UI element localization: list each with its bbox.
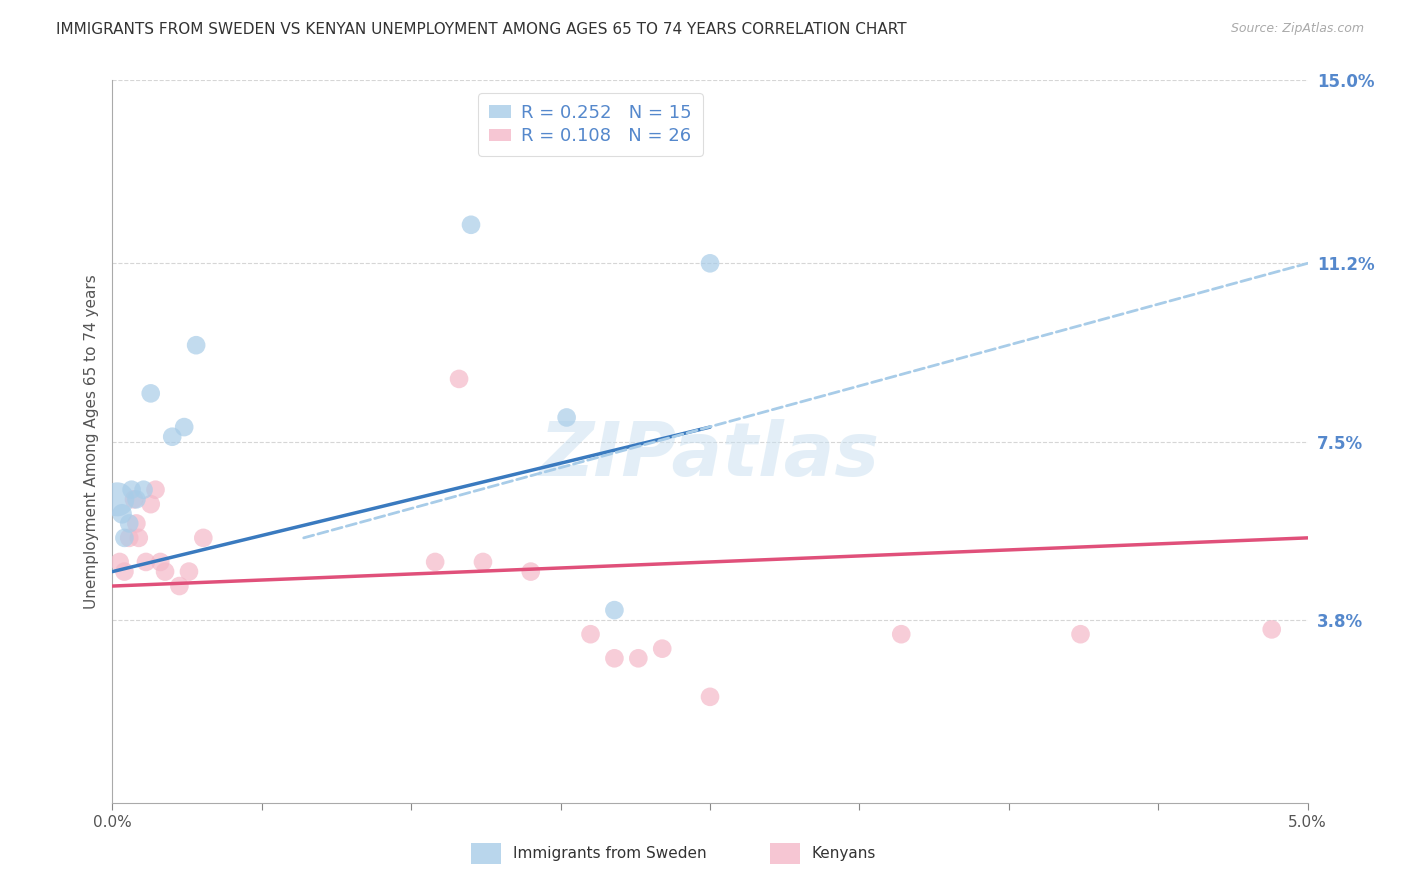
Point	[1261, 623, 1284, 637]
Point	[149, 555, 172, 569]
Point	[114, 531, 135, 545]
Point	[153, 565, 176, 579]
Text: Kenyans: Kenyans	[811, 846, 876, 861]
Point	[128, 531, 150, 545]
Point	[579, 627, 602, 641]
Point	[603, 603, 626, 617]
Point	[111, 507, 134, 521]
Text: IMMIGRANTS FROM SWEDEN VS KENYAN UNEMPLOYMENT AMONG AGES 65 TO 74 YEARS CORRELAT: IMMIGRANTS FROM SWEDEN VS KENYAN UNEMPLO…	[56, 22, 907, 37]
Point	[125, 492, 148, 507]
Point	[186, 338, 208, 352]
Point	[651, 641, 673, 656]
Point	[135, 555, 157, 569]
Point	[125, 516, 148, 531]
Point	[890, 627, 912, 641]
Point	[139, 386, 162, 401]
Point	[472, 555, 495, 569]
Point	[1069, 627, 1091, 641]
Point	[162, 430, 183, 444]
Point	[121, 483, 143, 497]
Point	[114, 565, 135, 579]
Point	[193, 531, 215, 545]
Y-axis label: Unemployment Among Ages 65 to 74 years: Unemployment Among Ages 65 to 74 years	[83, 274, 98, 609]
Point	[520, 565, 543, 579]
Point	[139, 497, 162, 511]
Point	[105, 492, 128, 507]
Text: Source: ZipAtlas.com: Source: ZipAtlas.com	[1230, 22, 1364, 36]
Text: ZIPatlas: ZIPatlas	[540, 419, 880, 492]
FancyBboxPatch shape	[471, 843, 501, 864]
Point	[145, 483, 167, 497]
Legend: R = 0.252   N = 15, R = 0.108   N = 26: R = 0.252 N = 15, R = 0.108 N = 26	[478, 93, 703, 156]
Point	[449, 372, 471, 386]
Point	[122, 492, 145, 507]
Point	[627, 651, 650, 665]
Point	[118, 516, 141, 531]
Point	[169, 579, 191, 593]
Point	[108, 555, 131, 569]
Point	[460, 218, 482, 232]
Point	[603, 651, 626, 665]
Point	[118, 531, 141, 545]
Point	[173, 420, 195, 434]
Text: Immigrants from Sweden: Immigrants from Sweden	[513, 846, 706, 861]
FancyBboxPatch shape	[770, 843, 800, 864]
Point	[555, 410, 578, 425]
Point	[425, 555, 447, 569]
Point	[699, 690, 721, 704]
Point	[132, 483, 155, 497]
Point	[177, 565, 200, 579]
Point	[699, 256, 721, 270]
